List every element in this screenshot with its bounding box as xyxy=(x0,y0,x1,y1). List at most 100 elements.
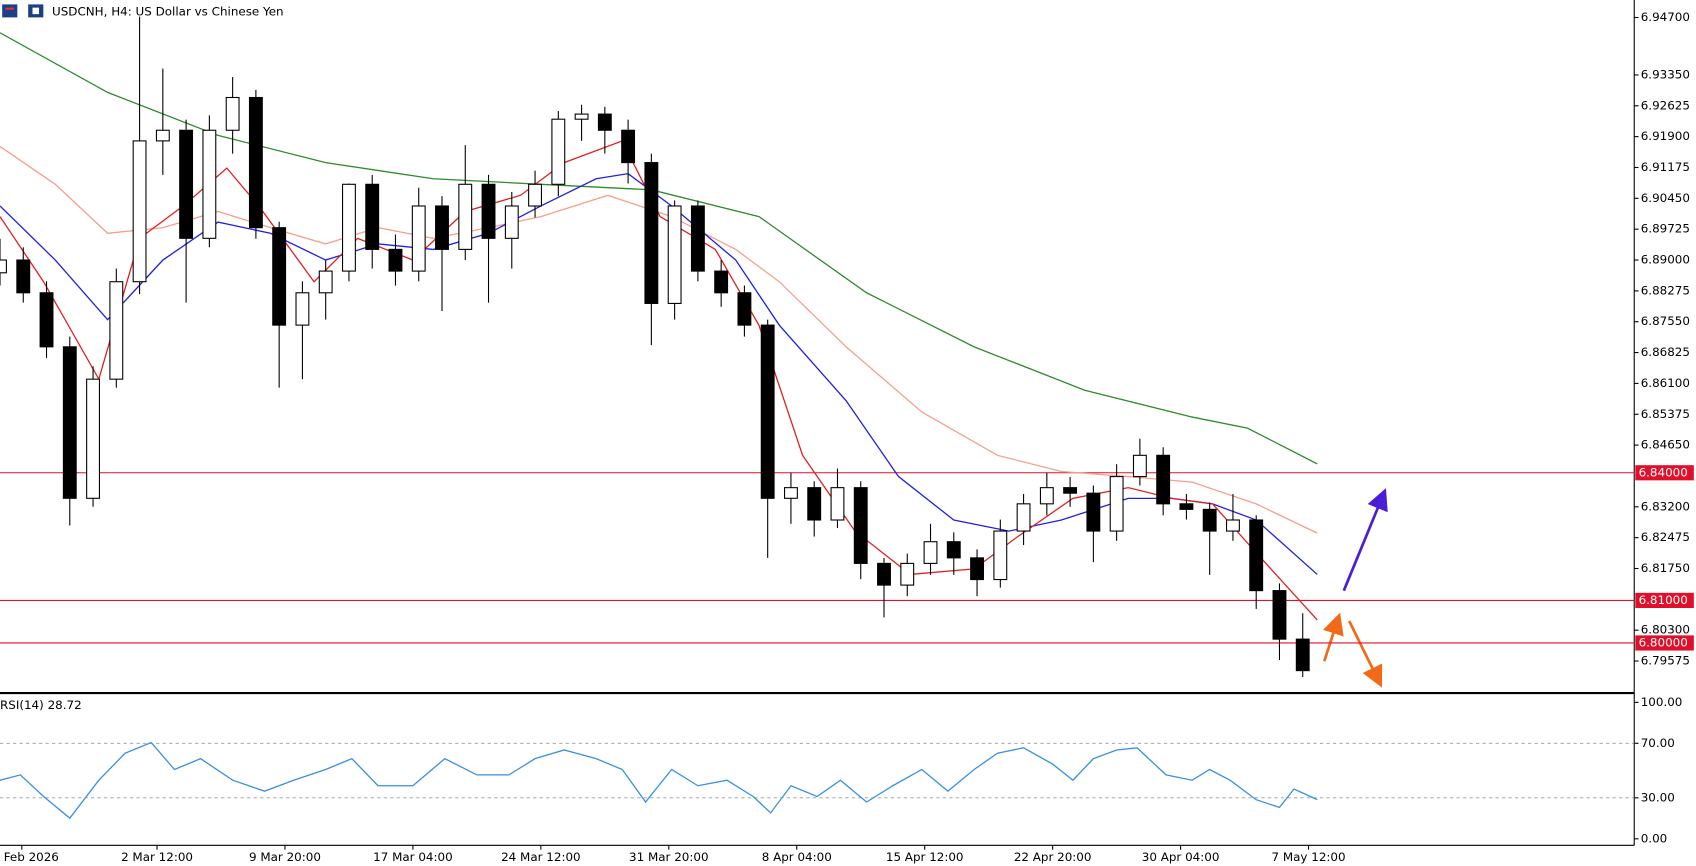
candle xyxy=(1063,477,1078,507)
x-tick-label: 22 Apr 20:00 xyxy=(1014,850,1092,864)
candle xyxy=(621,119,636,184)
candle xyxy=(1156,447,1171,516)
candle-body xyxy=(225,96,240,131)
candle xyxy=(528,170,542,218)
y-tick-label: 6.84650 xyxy=(1641,438,1690,452)
candle-body xyxy=(830,487,845,521)
candle-body xyxy=(1016,503,1031,532)
candle xyxy=(1179,494,1194,520)
candle-body xyxy=(179,129,194,239)
candle xyxy=(248,89,263,239)
rsi-line xyxy=(0,741,1318,820)
moving-average xyxy=(0,145,1318,534)
y-tick-label: 6.88275 xyxy=(1641,283,1690,297)
candle xyxy=(16,247,31,303)
candle xyxy=(1226,494,1240,541)
candle-body xyxy=(597,113,612,131)
panel-title: RSI(14) 28.72 xyxy=(0,698,82,712)
candle-body xyxy=(644,162,659,304)
candle-body xyxy=(853,487,868,564)
candle xyxy=(667,200,682,320)
candle xyxy=(551,111,566,197)
candle-body xyxy=(1063,487,1078,494)
candle xyxy=(737,285,752,337)
candle-body xyxy=(1249,519,1264,592)
candle xyxy=(458,145,473,261)
candle xyxy=(481,174,496,303)
candle xyxy=(202,115,217,248)
candle xyxy=(830,468,845,529)
candle xyxy=(807,481,822,537)
candle xyxy=(1016,494,1031,546)
y-tick-label: 100.00 xyxy=(1641,695,1683,709)
level-label-box xyxy=(1635,592,1694,608)
candle-body xyxy=(1179,503,1194,510)
y-tick-label: 6.80300 xyxy=(1641,623,1690,637)
candle xyxy=(946,532,961,575)
candle-body xyxy=(1086,492,1101,532)
symbol-title: USDCNH, H4: US Dollar vs Chinese Yen xyxy=(52,4,284,18)
candle-body xyxy=(202,129,217,239)
candle xyxy=(179,119,194,303)
y-tick-label: 0.00 xyxy=(1641,831,1668,845)
candle xyxy=(132,16,147,295)
y-tick-label: 6.86100 xyxy=(1641,376,1690,390)
candle-body xyxy=(690,205,705,272)
level-label-box xyxy=(1635,465,1694,481)
symbol-icons xyxy=(2,4,44,18)
candle xyxy=(760,319,775,558)
candle xyxy=(1132,438,1147,486)
level-label: 6.84000 xyxy=(1639,465,1688,479)
candle-body xyxy=(132,140,147,283)
x-tick-label: 17 Mar 04:00 xyxy=(373,850,453,864)
candle-body xyxy=(272,227,287,326)
candle-body xyxy=(1295,638,1310,672)
candle xyxy=(970,549,984,597)
candle xyxy=(39,281,54,358)
candle-body xyxy=(86,378,100,499)
y-tick-label: 30.00 xyxy=(1641,790,1675,804)
candle-body xyxy=(574,113,589,120)
x-tick-label: 9 Mar 20:00 xyxy=(249,850,321,864)
candle xyxy=(1202,502,1217,575)
candle-body xyxy=(16,259,31,294)
candle xyxy=(86,366,100,507)
y-tick-label: 6.93350 xyxy=(1641,67,1690,81)
y-tick-label: 6.82475 xyxy=(1641,530,1690,544)
level-label: 6.81000 xyxy=(1639,593,1688,607)
candle-body xyxy=(1226,519,1240,532)
candle-body xyxy=(411,205,426,272)
candle xyxy=(644,153,659,346)
candle-body xyxy=(737,292,752,326)
x-tick-label: 24 Mar 12:00 xyxy=(501,850,581,864)
y-tick-label: 6.92625 xyxy=(1641,98,1690,112)
candle xyxy=(1272,583,1287,660)
candle-body xyxy=(248,96,263,229)
candle-body xyxy=(1202,508,1217,532)
candle-body xyxy=(39,292,54,348)
x-tick-label: 31 Mar 20:00 xyxy=(629,850,709,864)
candle xyxy=(784,472,798,524)
candle-body xyxy=(667,205,682,304)
candle-body xyxy=(1272,590,1287,640)
candle-body xyxy=(993,530,1008,581)
x-tick-label: 7 May 12:00 xyxy=(1272,850,1346,864)
candle xyxy=(225,77,240,154)
y-tick-label: 6.89000 xyxy=(1641,253,1690,267)
candle-body xyxy=(109,281,124,380)
candle-body xyxy=(504,205,519,239)
x-tick-label: 30 Apr 04:00 xyxy=(1142,850,1220,864)
x-tick-label: 15 Apr 12:00 xyxy=(886,850,964,864)
candle xyxy=(714,260,729,307)
candle-body xyxy=(481,183,496,239)
candle-body xyxy=(760,324,775,499)
candle-body xyxy=(923,541,938,564)
x-tick-label: 2 Mar 12:00 xyxy=(121,850,193,864)
level-label: 6.80000 xyxy=(1639,635,1688,649)
candle xyxy=(435,196,449,312)
y-tick-label: 6.90450 xyxy=(1641,191,1690,205)
candle-body xyxy=(1156,454,1171,505)
candle-body xyxy=(435,205,449,250)
